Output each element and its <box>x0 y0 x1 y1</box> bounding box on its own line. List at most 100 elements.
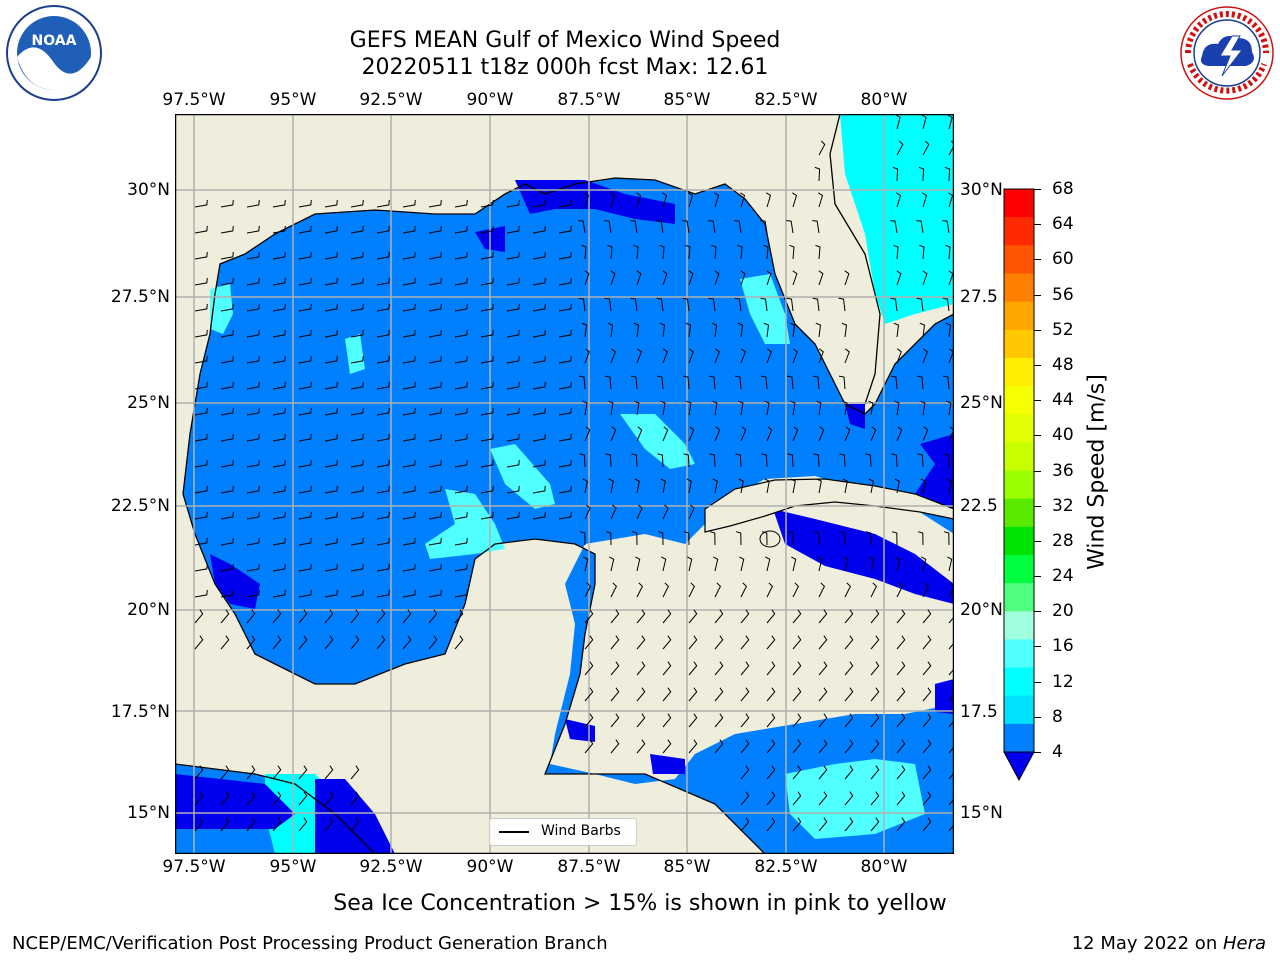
wind-barb <box>818 348 824 364</box>
wind-barb <box>714 609 724 624</box>
wind-barb <box>709 531 716 546</box>
wind-barb <box>631 531 638 546</box>
colorbar-tick-mark <box>1034 646 1041 648</box>
wind-barb <box>893 322 900 338</box>
wind-barb <box>656 220 664 234</box>
wind-barb <box>608 400 614 416</box>
wind-barb <box>480 251 494 260</box>
wind-barb <box>246 251 260 260</box>
wind-barb <box>480 433 494 442</box>
wind-barb <box>194 303 208 312</box>
wind-barb <box>714 270 720 286</box>
wind-barb <box>298 199 312 208</box>
colorbar-tick-mark <box>1034 752 1041 753</box>
wind-barb <box>948 582 954 598</box>
wind-barb <box>298 277 312 286</box>
wind-barb <box>688 426 695 442</box>
wind-barb <box>688 192 694 208</box>
colorbar-tick-label: 8 <box>1052 706 1063 727</box>
colorbar-tick-label: 44 <box>1052 390 1074 411</box>
wind-barb <box>764 400 770 416</box>
wind-barb <box>350 609 360 624</box>
calm-honduras-sw <box>175 774 295 829</box>
wind-barb <box>922 140 930 156</box>
wind-barb <box>298 329 312 338</box>
wind-barb <box>376 589 390 598</box>
wind-barb <box>870 817 880 832</box>
chart-subtitle: 20220511 t18z 000h fcst Max: 12.61 <box>361 55 769 80</box>
wind-barb <box>454 433 468 442</box>
wind-barb <box>919 244 925 260</box>
wind-barb <box>896 270 902 286</box>
wind-barb <box>272 251 286 260</box>
wind-barb <box>578 220 586 234</box>
wind-barb <box>480 329 494 338</box>
wind-barb <box>870 765 880 780</box>
wind-barb <box>944 166 951 182</box>
wind-barb <box>948 192 954 208</box>
wind-barb <box>735 531 742 546</box>
wind-barb <box>662 661 672 676</box>
wind-barb <box>946 400 952 416</box>
lon-tick-top: 85°W <box>663 90 711 110</box>
wind-barb <box>350 791 360 806</box>
wind-barb <box>948 635 954 650</box>
wind-barb <box>454 199 468 208</box>
colorbar-tick-label: 20 <box>1052 601 1074 622</box>
wind-barb <box>818 661 828 676</box>
wind-barb <box>630 375 638 390</box>
wind-barb <box>604 375 612 390</box>
wind-barb <box>324 277 338 286</box>
wind-barb <box>712 400 718 416</box>
wind-barb <box>890 375 898 390</box>
wind-barb <box>272 817 282 832</box>
wind-barb <box>194 537 208 546</box>
wind-barb <box>350 589 364 598</box>
wind-barb <box>506 511 520 520</box>
gulf-water <box>183 178 954 854</box>
wind-barb <box>792 791 802 806</box>
wind-barb <box>246 329 260 338</box>
wind-barb <box>324 433 338 442</box>
wind-barb <box>948 687 954 702</box>
wind-barb <box>376 225 390 234</box>
wind-barb <box>454 329 468 338</box>
wind-barb <box>813 453 820 468</box>
wind-barb <box>735 453 742 468</box>
wind-barb <box>766 270 772 286</box>
wind-barb <box>532 303 546 312</box>
wind-barb <box>868 400 874 416</box>
wind-barb <box>350 251 364 260</box>
wind-barb <box>844 791 854 806</box>
wind-barb <box>350 381 364 390</box>
wind-barb <box>324 329 338 338</box>
wind-barb <box>194 765 204 780</box>
lon-tick-top: 80°W <box>860 90 908 110</box>
colorbar-segment <box>1004 442 1034 471</box>
wind-barb <box>734 375 742 390</box>
wind-barb <box>480 381 494 390</box>
wind-barb <box>428 537 442 546</box>
wind-barb <box>792 739 802 754</box>
wind-barb <box>918 166 925 182</box>
wind-barb <box>376 199 390 208</box>
wind-barb <box>220 329 234 338</box>
wind-barb <box>350 277 364 286</box>
map-frame <box>174 113 955 855</box>
wind-barb <box>688 504 695 520</box>
wind-barb <box>428 277 442 286</box>
wind-barb <box>792 765 802 780</box>
wind-barb <box>194 329 208 338</box>
wind-barb <box>740 426 747 442</box>
colorbar-segment <box>1004 273 1034 303</box>
wind-barb <box>818 609 828 624</box>
wind-barb <box>194 251 208 260</box>
wind-barb <box>636 348 642 364</box>
wind-barb <box>480 225 494 234</box>
wind-barb <box>194 485 208 494</box>
wind-barb <box>657 531 664 546</box>
wind-barb <box>688 635 698 650</box>
wind-barb <box>786 220 794 234</box>
wind-barb <box>246 537 260 546</box>
wind-barb <box>610 192 616 208</box>
